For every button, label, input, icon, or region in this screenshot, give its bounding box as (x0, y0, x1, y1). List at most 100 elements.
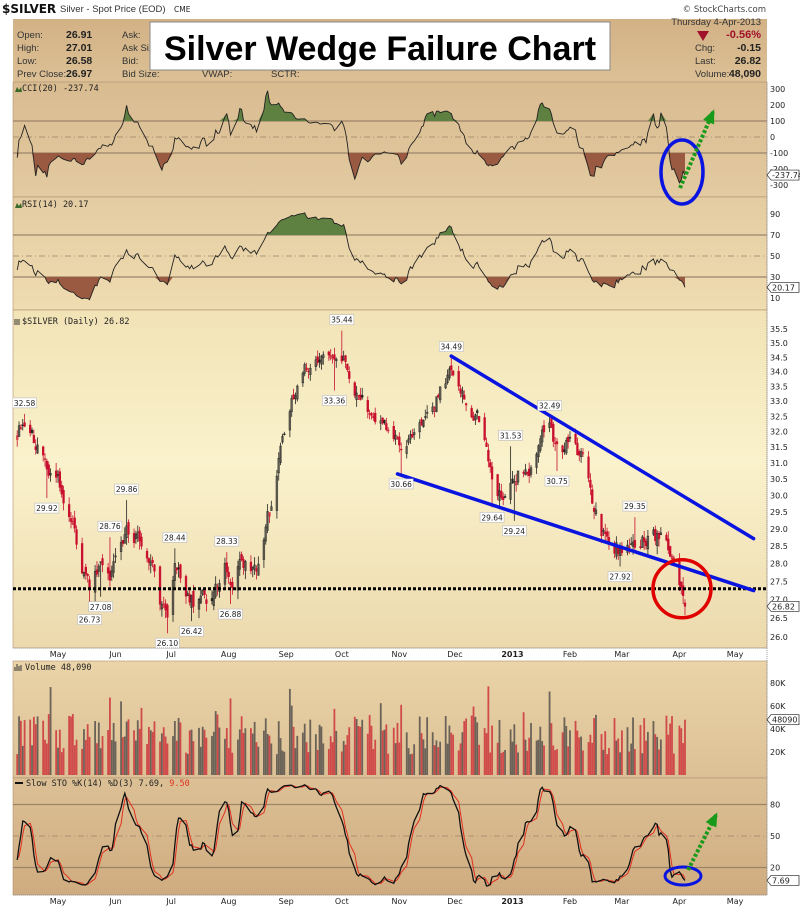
bid-label: Bid: (122, 56, 138, 67)
volume-bar (71, 714, 74, 775)
volume-bar (394, 743, 397, 775)
candle-body (60, 485, 63, 495)
price-tick-label: 34.5 (770, 353, 788, 362)
sto-k-line (16, 784, 686, 887)
candle-body (425, 412, 429, 414)
open-value: 26.91 (66, 29, 92, 41)
candle-body (344, 355, 347, 362)
volume-bar (203, 729, 206, 775)
x-tick-label: Jun (108, 897, 122, 906)
volume-bar (656, 736, 659, 775)
candle-body (227, 571, 230, 577)
quote-block: Open: 26.91 High: 27.01 Low: 26.58 Prev … (17, 17, 761, 80)
volume-bar (671, 716, 673, 775)
volume-bar (420, 733, 423, 775)
volume-bar (211, 736, 213, 775)
candle-body (266, 511, 269, 531)
volume-bar (153, 721, 156, 775)
candle-body (594, 509, 598, 515)
price-tick-label: 26.0 (770, 633, 788, 642)
ask-label: Ask: (122, 30, 140, 41)
prev-close-value: 26.97 (66, 68, 92, 80)
volume-bar (175, 740, 178, 775)
candle-body (84, 566, 87, 575)
candle-body (639, 546, 642, 548)
volume-bar (593, 718, 595, 775)
candle-body (511, 478, 514, 483)
candle-body (279, 445, 282, 463)
price-tick-label: 35.5 (770, 325, 788, 334)
volume-bar (606, 754, 608, 775)
candle-body (424, 416, 427, 418)
price-tick-label: 32.0 (770, 428, 788, 437)
candle-body (42, 446, 45, 456)
volume-bar (444, 716, 447, 775)
candle-body (225, 562, 228, 573)
volume-bar (322, 743, 325, 775)
price-annotation: 30.75 (544, 475, 570, 487)
volume-bar (107, 730, 109, 775)
candle-body (644, 540, 648, 547)
volume-bar (57, 747, 59, 775)
volume-bar (535, 740, 538, 775)
volume-bar (327, 748, 330, 775)
chart-marks: 32.58 29.92 26.73 27.08 28.76 29.86 26.10 28.44… (13, 82, 800, 906)
volume-bar (574, 720, 577, 775)
candle-body (451, 370, 455, 376)
volume-bar (552, 745, 555, 775)
volume-bar (379, 703, 382, 775)
x-tick-label: 2013 (501, 897, 523, 906)
volume-bar (266, 733, 269, 775)
volume-bar (185, 752, 187, 775)
volume-bar (528, 737, 531, 775)
volume-bar (331, 742, 334, 775)
volume-bar (97, 722, 100, 775)
volume-bar (439, 741, 442, 775)
symbol-description: Silver - Spot Price (EOD) (60, 4, 166, 15)
volume-bar (355, 719, 358, 775)
candle-body (292, 394, 295, 400)
candle-body (535, 453, 538, 468)
sto-label: Slow STO %K(14) %D(3) 7.69, 9.50 (26, 779, 190, 789)
rsi-tick-label: 30 (770, 273, 780, 282)
volume-bar (541, 741, 544, 775)
volume-bar (513, 724, 516, 775)
volume-bar (18, 716, 20, 775)
candle-body (158, 566, 162, 605)
price-tick-label: 32.5 (770, 412, 788, 421)
price-tick-label: 30.5 (770, 475, 788, 484)
candle-body (526, 471, 529, 474)
volume-bar (110, 740, 113, 775)
candle-body (448, 368, 451, 379)
candle-body (17, 425, 21, 437)
volume-bar (147, 726, 150, 775)
candle-body (69, 518, 73, 522)
volume-bar (383, 729, 386, 775)
candle-body (681, 585, 685, 596)
x-tick-label: May (727, 650, 744, 659)
candle-body (223, 563, 227, 585)
candle-body (173, 563, 177, 581)
volume-bar (678, 725, 681, 775)
candle-body (16, 435, 19, 440)
volume-bar (374, 739, 377, 775)
volume-bar (138, 728, 141, 775)
candle-body (97, 565, 100, 572)
annotation-box (77, 614, 102, 625)
volume-bar (277, 721, 280, 775)
volume-bar (316, 749, 319, 775)
volume-bar (86, 724, 89, 775)
cci-oversold-ellipse (659, 138, 705, 206)
sto-panel (12, 777, 768, 896)
sto-tick-label: 50 (770, 832, 780, 841)
candle-body (374, 412, 377, 423)
trendline-lower (395, 472, 756, 593)
candle-body (542, 425, 546, 433)
volume-bar (294, 748, 297, 775)
volume-bar (127, 719, 130, 775)
candle-body (257, 563, 260, 576)
candle-body (132, 532, 136, 544)
volume-tick-label: 60K (770, 702, 786, 711)
volume-bar (472, 706, 475, 775)
candle-body (450, 365, 453, 371)
